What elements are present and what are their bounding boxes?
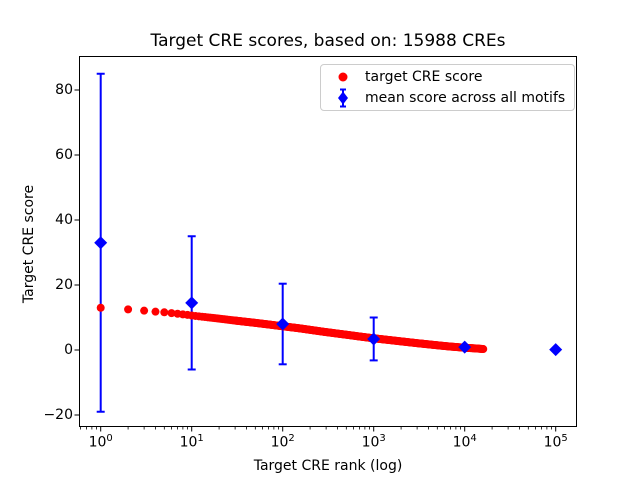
y-tick-label: −20 <box>43 407 73 423</box>
target-point <box>151 307 160 316</box>
y-tick-label: 0 <box>64 342 73 358</box>
x-tick-label: 103 <box>361 433 386 451</box>
axes-frame <box>79 56 577 427</box>
legend: target CRE score mean score across all m… <box>320 64 575 111</box>
mean-diamond <box>367 332 381 346</box>
mean-diamond <box>549 343 563 357</box>
x-tick-label: 100 <box>88 433 113 451</box>
target-point <box>140 306 149 315</box>
legend-item-target: target CRE score <box>321 67 574 87</box>
mean-diamond <box>94 236 108 250</box>
y-tick-label: 80 <box>55 82 73 98</box>
y-tick-label: 60 <box>55 147 73 163</box>
legend-label-mean: mean score across all motifs <box>365 89 566 106</box>
chart-title: Target CRE scores, based on: 15988 CREs <box>150 31 506 51</box>
mean-diamond <box>458 340 472 354</box>
mean-diamond <box>276 317 290 331</box>
x-axis-label: Target CRE rank (log) <box>253 458 403 474</box>
blue-diamond-icon <box>321 88 365 108</box>
target-point <box>160 308 169 317</box>
y-tick-label: 20 <box>55 277 73 293</box>
target-point <box>479 345 488 354</box>
x-tick-label: 101 <box>179 433 204 451</box>
legend-label-target: target CRE score <box>365 69 483 86</box>
y-tick-label: 40 <box>55 212 73 228</box>
target-point <box>124 305 133 314</box>
mean-diamond <box>185 296 199 310</box>
x-tick-label: 105 <box>543 433 568 451</box>
target-point <box>96 303 105 312</box>
x-tick-label: 102 <box>270 433 295 451</box>
legend-item-mean: mean score across all motifs <box>321 88 574 108</box>
x-tick-label: 104 <box>452 433 477 451</box>
red-circle-icon <box>321 69 365 85</box>
target-point <box>167 309 176 318</box>
